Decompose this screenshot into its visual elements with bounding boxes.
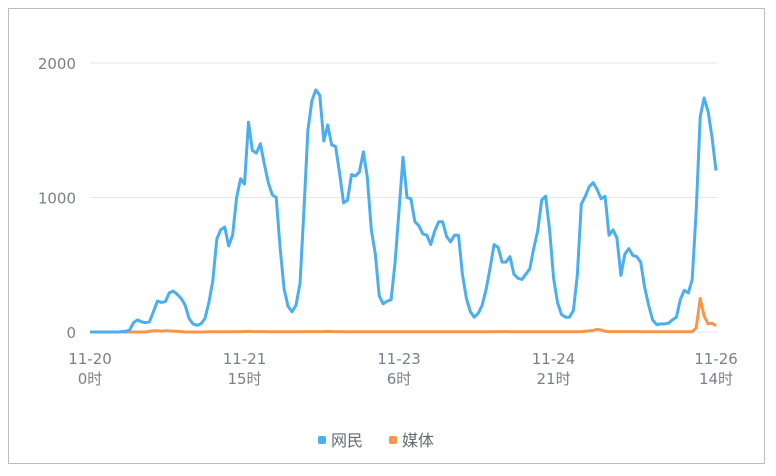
legend-label: 网民 <box>331 431 363 450</box>
legend-marker <box>389 436 397 444</box>
series-line-1[interactable] <box>90 296 717 334</box>
y-tick-label: 1000 <box>38 190 76 208</box>
x-tick-date: 11-23 <box>377 350 421 368</box>
x-tick-hour: 15时 <box>227 370 261 388</box>
x-tick-hour: 14时 <box>699 370 733 388</box>
series-line-0[interactable] <box>90 88 718 334</box>
legend-item-0[interactable]: 网民 <box>318 431 363 450</box>
y-tick-label: 0 <box>66 324 76 342</box>
legend-item-1[interactable]: 媒体 <box>389 431 434 450</box>
x-tick-date: 11-26 <box>694 350 738 368</box>
x-tick-hour: 21时 <box>537 370 571 388</box>
legend-label: 媒体 <box>402 431 434 450</box>
chart-frame <box>8 8 765 464</box>
y-tick-label: 2000 <box>38 55 76 73</box>
x-tick-date: 11-20 <box>68 350 112 368</box>
x-tick-date: 11-21 <box>223 350 267 368</box>
legend-marker <box>318 436 326 444</box>
x-tick-hour: 6时 <box>387 370 412 388</box>
x-tick-hour: 0时 <box>78 370 103 388</box>
x-tick-date: 11-24 <box>532 350 576 368</box>
